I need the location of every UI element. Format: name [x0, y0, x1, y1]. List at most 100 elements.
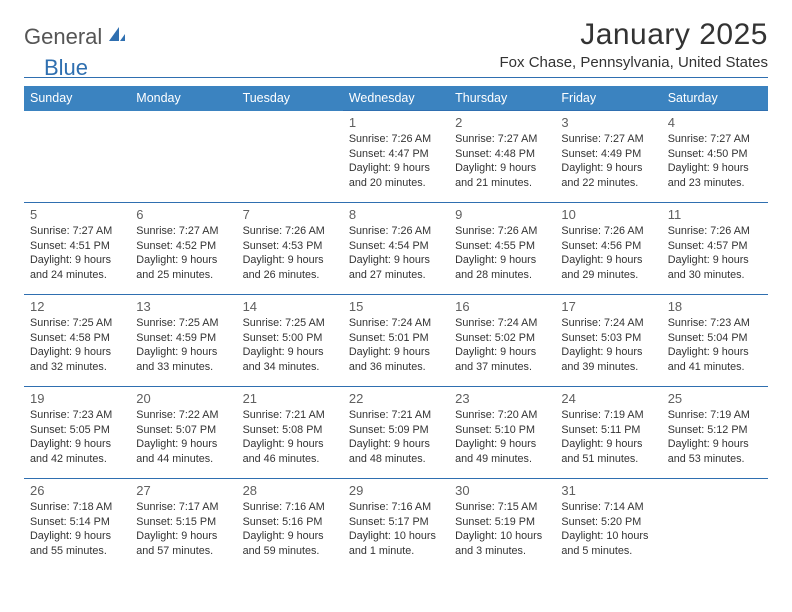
- day-number: 16: [455, 299, 549, 314]
- calendar-week-row: 5 Sunrise: 7:27 AMSunset: 4:51 PMDaylight…: [24, 203, 768, 295]
- top-rule: [24, 77, 768, 78]
- logo-text-2: Blue: [44, 55, 88, 81]
- day-number: 19: [30, 391, 124, 406]
- day-info: Sunrise: 7:18 AMSunset: 5:14 PMDaylight:…: [30, 500, 124, 558]
- day-info: Sunrise: 7:26 AMSunset: 4:54 PMDaylight:…: [349, 224, 443, 282]
- logo-text-1: General: [24, 24, 102, 50]
- day-number: 10: [561, 207, 655, 222]
- day-number: 1: [349, 115, 443, 130]
- day-info: Sunrise: 7:16 AMSunset: 5:16 PMDaylight:…: [243, 500, 337, 558]
- calendar-day-cell: 13 Sunrise: 7:25 AMSunset: 4:59 PMDayligh…: [130, 295, 236, 387]
- day-number: 17: [561, 299, 655, 314]
- day-info: Sunrise: 7:26 AMSunset: 4:57 PMDaylight:…: [668, 224, 762, 282]
- calendar-day-cell: 20 Sunrise: 7:22 AMSunset: 5:07 PMDayligh…: [130, 387, 236, 479]
- day-info: Sunrise: 7:21 AMSunset: 5:08 PMDaylight:…: [243, 408, 337, 466]
- day-number: 12: [30, 299, 124, 314]
- header: General January 2025 Fox Chase, Pennsylv…: [24, 18, 768, 71]
- calendar-table: SundayMondayTuesdayWednesdayThursdayFrid…: [24, 86, 768, 571]
- day-info: Sunrise: 7:26 AMSunset: 4:56 PMDaylight:…: [561, 224, 655, 282]
- day-number: 11: [668, 207, 762, 222]
- calendar-day-cell: 19Sunrise: 7:23 AMSunset: 5:05 PMDayligh…: [24, 387, 130, 479]
- logo: General: [24, 18, 129, 50]
- logo-sail-icon: [107, 25, 127, 50]
- day-info: Sunrise: 7:27 AMSunset: 4:50 PMDaylight:…: [668, 132, 762, 190]
- calendar-day-cell: 25 Sunrise: 7:19 AMSunset: 5:12 PMDayligh…: [662, 387, 768, 479]
- calendar-day-cell: 21 Sunrise: 7:21 AMSunset: 5:08 PMDayligh…: [237, 387, 343, 479]
- day-info: Sunrise: 7:27 AMSunset: 4:52 PMDaylight:…: [136, 224, 230, 282]
- day-info: Sunrise: 7:27 AMSunset: 4:49 PMDaylight:…: [561, 132, 655, 190]
- day-info: Sunrise: 7:14 AMSunset: 5:20 PMDaylight:…: [561, 500, 655, 558]
- calendar-week-row: 26 Sunrise: 7:18 AMSunset: 5:14 PMDayligh…: [24, 479, 768, 571]
- day-number: 30: [455, 483, 549, 498]
- day-info: Sunrise: 7:24 AMSunset: 5:03 PMDaylight:…: [561, 316, 655, 374]
- calendar-day-cell: 24Sunrise: 7:19 AMSunset: 5:11 PMDayligh…: [555, 387, 661, 479]
- calendar-day-cell: 29 Sunrise: 7:16 AMSunset: 5:17 PMDayligh…: [343, 479, 449, 571]
- day-number: 29: [349, 483, 443, 498]
- calendar-day-cell: 26 Sunrise: 7:18 AMSunset: 5:14 PMDayligh…: [24, 479, 130, 571]
- day-info: Sunrise: 7:25 AMSunset: 4:58 PMDaylight:…: [30, 316, 124, 374]
- calendar-day-cell: 22Sunrise: 7:21 AMSunset: 5:09 PMDayligh…: [343, 387, 449, 479]
- calendar-day-cell: [237, 111, 343, 203]
- calendar-day-cell: 28 Sunrise: 7:16 AMSunset: 5:16 PMDayligh…: [237, 479, 343, 571]
- day-number: 5: [30, 207, 124, 222]
- day-info: Sunrise: 7:24 AMSunset: 5:01 PMDaylight:…: [349, 316, 443, 374]
- day-number: 31: [561, 483, 655, 498]
- day-number: 23: [455, 391, 549, 406]
- calendar-day-cell: 1Sunrise: 7:26 AMSunset: 4:47 PMDaylight…: [343, 111, 449, 203]
- calendar-day-cell: 10 Sunrise: 7:26 AMSunset: 4:56 PMDayligh…: [555, 203, 661, 295]
- calendar-day-cell: 3 Sunrise: 7:27 AMSunset: 4:49 PMDaylight…: [555, 111, 661, 203]
- day-info: Sunrise: 7:16 AMSunset: 5:17 PMDaylight:…: [349, 500, 443, 558]
- day-info: Sunrise: 7:20 AMSunset: 5:10 PMDaylight:…: [455, 408, 549, 466]
- day-number: 18: [668, 299, 762, 314]
- calendar-week-row: 19Sunrise: 7:23 AMSunset: 5:05 PMDayligh…: [24, 387, 768, 479]
- calendar-day-cell: 7 Sunrise: 7:26 AMSunset: 4:53 PMDaylight…: [237, 203, 343, 295]
- day-info: Sunrise: 7:17 AMSunset: 5:15 PMDaylight:…: [136, 500, 230, 558]
- day-info: Sunrise: 7:19 AMSunset: 5:12 PMDaylight:…: [668, 408, 762, 466]
- calendar-day-cell: [662, 479, 768, 571]
- day-info: Sunrise: 7:26 AMSunset: 4:55 PMDaylight:…: [455, 224, 549, 282]
- day-number: 14: [243, 299, 337, 314]
- day-number: 21: [243, 391, 337, 406]
- day-number: 20: [136, 391, 230, 406]
- weekday-header: Wednesday: [343, 86, 449, 111]
- day-number: 13: [136, 299, 230, 314]
- calendar-day-cell: 16 Sunrise: 7:24 AMSunset: 5:02 PMDayligh…: [449, 295, 555, 387]
- location: Fox Chase, Pennsylvania, United States: [500, 54, 768, 71]
- weekday-header: Sunday: [24, 86, 130, 111]
- title-block: January 2025 Fox Chase, Pennsylvania, Un…: [500, 18, 768, 71]
- calendar-day-cell: 14Sunrise: 7:25 AMSunset: 5:00 PMDayligh…: [237, 295, 343, 387]
- day-info: Sunrise: 7:22 AMSunset: 5:07 PMDaylight:…: [136, 408, 230, 466]
- day-info: Sunrise: 7:26 AMSunset: 4:53 PMDaylight:…: [243, 224, 337, 282]
- calendar-day-cell: [24, 111, 130, 203]
- calendar-day-cell: 27 Sunrise: 7:17 AMSunset: 5:15 PMDayligh…: [130, 479, 236, 571]
- day-number: 26: [30, 483, 124, 498]
- day-info: Sunrise: 7:27 AMSunset: 4:51 PMDaylight:…: [30, 224, 124, 282]
- calendar-day-cell: 5 Sunrise: 7:27 AMSunset: 4:51 PMDaylight…: [24, 203, 130, 295]
- day-number: 7: [243, 207, 337, 222]
- weekday-header: Monday: [130, 86, 236, 111]
- weekday-header: Thursday: [449, 86, 555, 111]
- day-number: 2: [455, 115, 549, 130]
- calendar-day-cell: 2 Sunrise: 7:27 AMSunset: 4:48 PMDaylight…: [449, 111, 555, 203]
- day-number: 6: [136, 207, 230, 222]
- calendar-day-cell: 23 Sunrise: 7:20 AMSunset: 5:10 PMDayligh…: [449, 387, 555, 479]
- calendar-day-cell: 8Sunrise: 7:26 AMSunset: 4:54 PMDaylight…: [343, 203, 449, 295]
- day-number: 25: [668, 391, 762, 406]
- day-info: Sunrise: 7:24 AMSunset: 5:02 PMDaylight:…: [455, 316, 549, 374]
- day-info: Sunrise: 7:15 AMSunset: 5:19 PMDaylight:…: [455, 500, 549, 558]
- day-number: 3: [561, 115, 655, 130]
- calendar-day-cell: 11 Sunrise: 7:26 AMSunset: 4:57 PMDayligh…: [662, 203, 768, 295]
- day-number: 22: [349, 391, 443, 406]
- calendar-day-cell: 17 Sunrise: 7:24 AMSunset: 5:03 PMDayligh…: [555, 295, 661, 387]
- calendar-day-cell: 9Sunrise: 7:26 AMSunset: 4:55 PMDaylight…: [449, 203, 555, 295]
- calendar-day-cell: 4 Sunrise: 7:27 AMSunset: 4:50 PMDaylight…: [662, 111, 768, 203]
- calendar-day-cell: 18Sunrise: 7:23 AMSunset: 5:04 PMDayligh…: [662, 295, 768, 387]
- calendar-day-cell: 6 Sunrise: 7:27 AMSunset: 4:52 PMDaylight…: [130, 203, 236, 295]
- calendar-day-cell: 30 Sunrise: 7:15 AMSunset: 5:19 PMDayligh…: [449, 479, 555, 571]
- day-number: 28: [243, 483, 337, 498]
- day-number: 27: [136, 483, 230, 498]
- day-info: Sunrise: 7:25 AMSunset: 4:59 PMDaylight:…: [136, 316, 230, 374]
- weekday-header-row: SundayMondayTuesdayWednesdayThursdayFrid…: [24, 86, 768, 111]
- day-info: Sunrise: 7:27 AMSunset: 4:48 PMDaylight:…: [455, 132, 549, 190]
- day-number: 4: [668, 115, 762, 130]
